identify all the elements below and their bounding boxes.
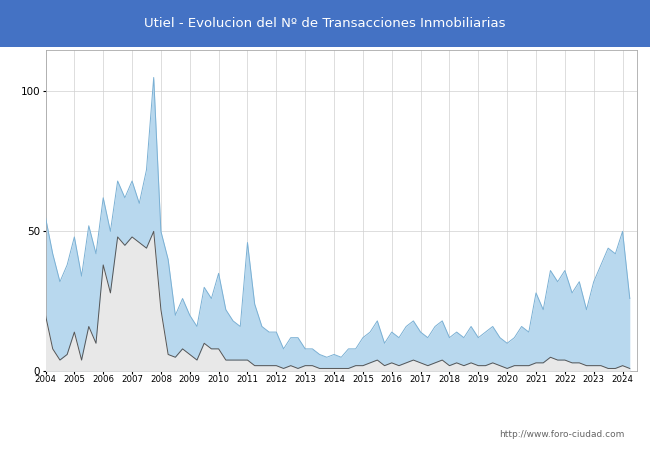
Text: http://www.foro-ciudad.com: http://www.foro-ciudad.com	[499, 430, 624, 439]
Text: Utiel - Evolucion del Nº de Transacciones Inmobiliarias: Utiel - Evolucion del Nº de Transaccione…	[144, 17, 506, 30]
